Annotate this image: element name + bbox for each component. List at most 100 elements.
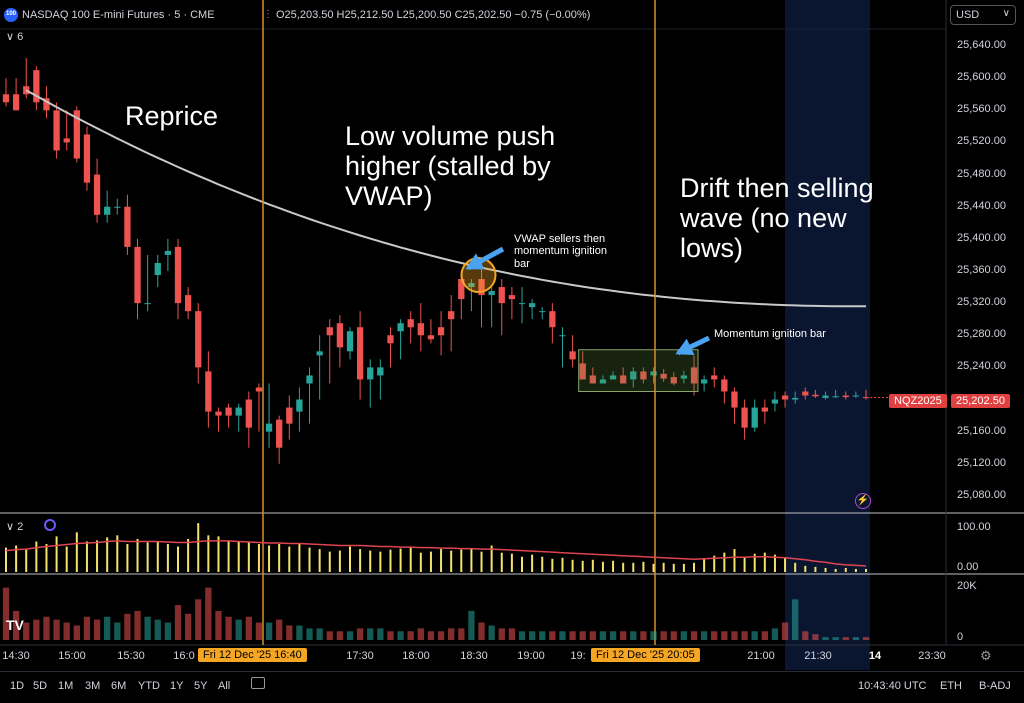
candle-body — [528, 303, 536, 308]
volume-bar — [660, 631, 667, 640]
time-tick: 16:0 — [173, 650, 195, 662]
candle — [842, 391, 849, 400]
utc-clock[interactable]: 10:43:40 UTC — [858, 680, 927, 692]
range-button-all[interactable]: All — [218, 680, 231, 692]
vwap-line — [25, 89, 866, 308]
oscillator-bar — [247, 542, 250, 572]
candle-body — [711, 375, 718, 380]
annotation-reprice: Reprice — [125, 101, 219, 131]
oscillator-bar — [207, 535, 210, 572]
oscillator-bar — [75, 532, 78, 572]
range-button-5d[interactable]: 5D — [33, 680, 48, 692]
oscillator-bar — [723, 552, 726, 572]
price-tick: 25,120.00 — [957, 456, 1006, 469]
range-button-1m[interactable]: 1M — [58, 680, 74, 692]
annotation-drift: Drift then selling wave (no new lows) — [680, 173, 874, 264]
volume-bar — [822, 637, 829, 640]
range-button-ytd[interactable]: YTD — [138, 680, 160, 692]
volume-bar — [205, 587, 212, 640]
candle — [498, 279, 505, 336]
chevron-down-icon: ∨ — [6, 31, 15, 43]
candle-body — [539, 311, 546, 313]
time-tick: 21:00 — [747, 650, 775, 662]
oscillator-bar — [753, 553, 756, 572]
candle — [609, 371, 617, 380]
symbol-title[interactable]: NASDAQ 100 E-mini Futures · 5 · CME — [22, 9, 215, 21]
oscillator-bar — [500, 552, 503, 572]
currency-select[interactable]: USD ∨ — [950, 5, 1016, 25]
adjust-toggle[interactable]: B-ADJ — [979, 680, 1011, 692]
candle — [83, 126, 91, 191]
candle-body — [286, 407, 293, 424]
candle-body — [609, 375, 617, 380]
session-toggle[interactable]: ETH — [940, 680, 962, 692]
settings-gear-icon[interactable]: ⚙ — [980, 648, 992, 663]
price-tick: 25,440.00 — [957, 199, 1006, 212]
candle-body — [235, 407, 242, 416]
oscillator-bar — [804, 565, 807, 572]
last-price-badge: 25,202.50 — [951, 394, 1010, 408]
candle — [640, 367, 647, 384]
candle — [164, 238, 172, 271]
price-tick: 25,480.00 — [957, 167, 1006, 180]
volume-bar — [73, 625, 80, 640]
candle-body — [700, 379, 708, 384]
candle — [802, 387, 809, 400]
candle — [559, 327, 566, 368]
volume-bar — [812, 634, 819, 640]
candle — [387, 327, 394, 368]
candle-body — [73, 110, 80, 159]
candle — [528, 299, 536, 320]
alert-bolt-icon[interactable]: ⚡ — [855, 493, 871, 509]
oscillator-bar — [794, 562, 797, 572]
candle-body — [53, 110, 60, 151]
volume-bar — [731, 631, 738, 640]
price-tick: 25,080.00 — [957, 488, 1006, 501]
volume-bar — [721, 631, 728, 640]
volume-bar — [2, 587, 10, 640]
pane-collapse-button[interactable]: ∨ 2 — [6, 520, 23, 533]
arrow-momentum-bar — [675, 335, 711, 356]
oscillator-bar — [116, 535, 119, 572]
candle-body — [104, 206, 111, 215]
indicator-sync-icon[interactable] — [44, 519, 56, 531]
candle — [437, 311, 445, 356]
candle — [63, 110, 70, 151]
volume-bar — [539, 631, 546, 640]
candle — [680, 370, 688, 384]
volume-bar — [387, 631, 394, 640]
volume-bar — [620, 631, 627, 640]
oscillator-bar — [682, 563, 685, 572]
date-range-icon[interactable] — [251, 677, 265, 689]
consolidation-box — [578, 349, 699, 392]
candle-body — [721, 379, 728, 392]
range-button-5y[interactable]: 5Y — [194, 680, 208, 692]
volume-bar — [569, 631, 576, 640]
candle — [761, 399, 768, 424]
volume-bar — [407, 631, 414, 640]
oscillator-bar — [278, 544, 281, 572]
range-button-1d[interactable]: 1D — [10, 680, 25, 692]
range-button-1y[interactable]: 1Y — [170, 680, 184, 692]
range-button-6m[interactable]: 6M — [111, 680, 127, 692]
oscillator-bar — [480, 551, 483, 572]
tradingview-logo: TV — [6, 617, 24, 633]
collapse-legend-button[interactable]: ∨ 6 — [6, 30, 23, 43]
candle — [569, 335, 576, 368]
volume-bar — [579, 631, 586, 640]
volume-bars — [2, 587, 870, 640]
eye-icon[interactable]: ⋮ — [263, 9, 273, 20]
candle — [205, 351, 212, 428]
price-tick: 25,400.00 — [957, 231, 1006, 244]
oscillator-bar — [146, 542, 149, 572]
oscillator-bar — [55, 536, 58, 572]
chevron-down-icon: ∨ — [6, 521, 15, 533]
range-button-3m[interactable]: 3M — [85, 680, 101, 692]
price-tick: 25,600.00 — [957, 71, 1006, 84]
volume-bar — [498, 628, 505, 640]
oscillator-ma-line — [5, 540, 867, 567]
oscillator-bar — [440, 549, 443, 572]
time-tick: 15:00 — [58, 650, 86, 662]
annotation-momentum-bar: Momentum ignition bar — [714, 328, 826, 340]
